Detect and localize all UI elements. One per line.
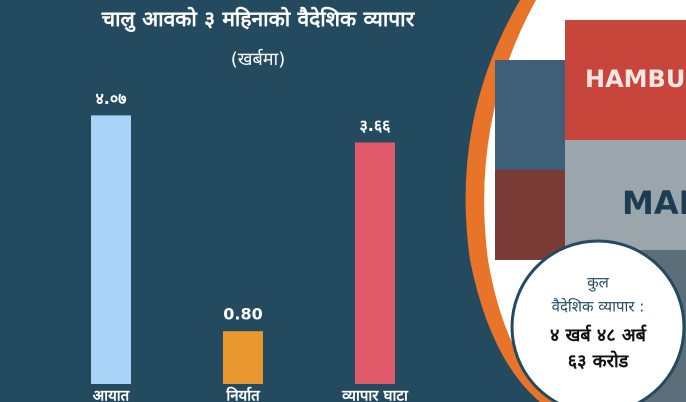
bar xyxy=(91,115,131,384)
callout-text: वैदेशिक व्यापार : xyxy=(552,298,645,316)
x-tick-label: व्यापार घाटा xyxy=(341,387,409,402)
bar xyxy=(355,142,395,384)
value-label: 0.80 xyxy=(223,305,262,324)
x-tick-label: आयात xyxy=(93,387,131,402)
bar xyxy=(223,331,263,384)
callout-text: ६३ करोड xyxy=(568,350,630,372)
chart-subtitle: (खर्बमा) xyxy=(231,48,285,70)
callout: कुल वैदेशिक व्यापार : ४ खर्ब ४८ अर्ब ६३ … xyxy=(510,239,686,402)
chart-title: चालु आवको ३ महिनाको वैदेशिक व्यापार xyxy=(101,6,416,33)
value-label: ४.०७ xyxy=(95,89,126,108)
callout-text: ४ खर्ब ४८ अर्ब xyxy=(550,324,647,346)
photo-text: HAMBURG xyxy=(585,65,686,93)
callout-text: कुल xyxy=(587,274,610,293)
value-label: ३.६६ xyxy=(359,116,391,135)
photo-text: MAE xyxy=(622,184,686,222)
x-tick-label: निर्यात xyxy=(225,387,261,402)
